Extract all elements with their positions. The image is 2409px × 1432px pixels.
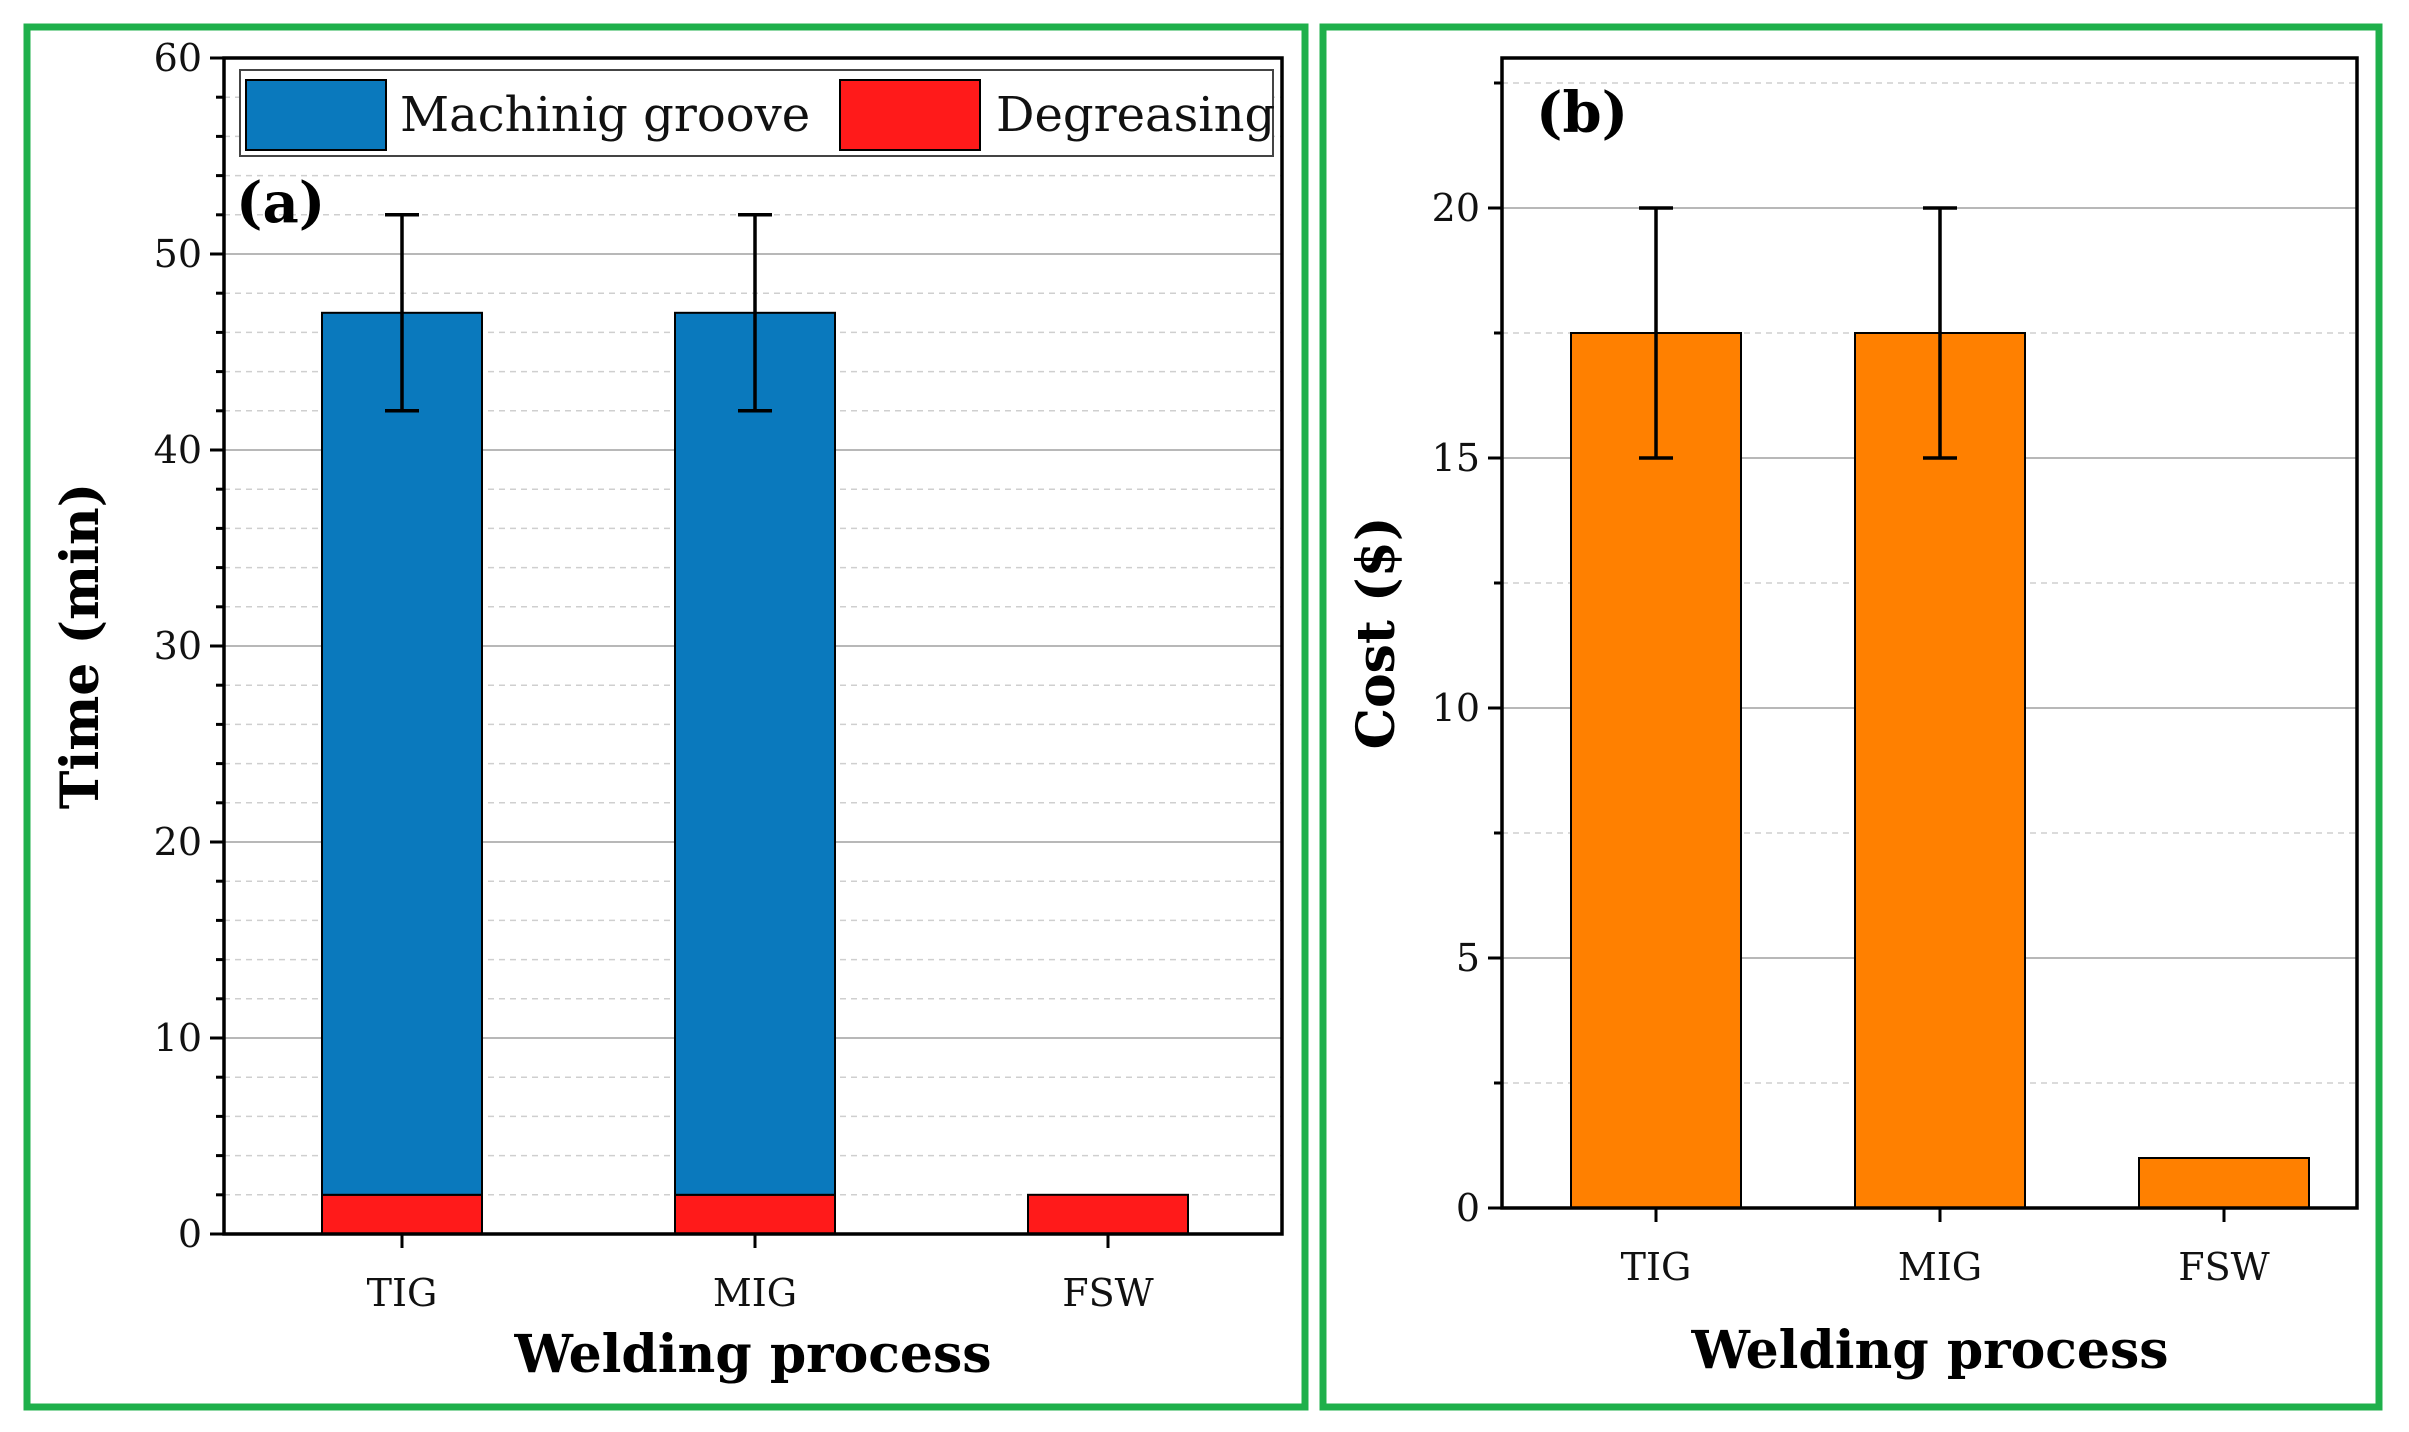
x-tick-label: FSW bbox=[1062, 1271, 1153, 1315]
y-tick-label: 15 bbox=[1432, 436, 1480, 480]
panel-b-x-tick-labels: TIG MIG FSW bbox=[1621, 1245, 2270, 1289]
panel-b-bars bbox=[1570, 332, 2310, 1209]
legend: Machinig groove Degreasing bbox=[239, 69, 1275, 157]
panel-a-bars bbox=[321, 311, 1189, 1236]
panel-b-error-bars bbox=[1639, 206, 1957, 460]
bar-machinig-groove-tig bbox=[321, 311, 483, 1196]
panel-a-x-axis-title: Welding process bbox=[513, 1324, 991, 1385]
y-tick-label: 5 bbox=[1456, 936, 1480, 980]
y-tick-label: 10 bbox=[1432, 686, 1480, 730]
y-tick-label: 40 bbox=[154, 428, 202, 472]
error-bar-tig bbox=[385, 213, 419, 413]
y-tick-label: 0 bbox=[1456, 1186, 1480, 1230]
legend-box bbox=[239, 69, 1274, 157]
y-tick-label: 0 bbox=[178, 1212, 202, 1256]
legend-swatch-machining-groove bbox=[245, 79, 387, 151]
panel-b-frame bbox=[1319, 23, 2383, 1411]
y-tick-label: 60 bbox=[154, 36, 202, 80]
legend-label-degreasing: Degreasing bbox=[996, 87, 1275, 143]
y-tick-label: 20 bbox=[1432, 186, 1480, 230]
error-bar-tig bbox=[1639, 206, 1673, 460]
x-tick-label: MIG bbox=[1898, 1245, 1982, 1289]
y-tick-label: 20 bbox=[154, 820, 202, 864]
bar-cost-fsw bbox=[2138, 1157, 2310, 1209]
bar-machinig-groove-mig bbox=[674, 311, 836, 1196]
bar-cost-mig bbox=[1854, 332, 2026, 1209]
panel-a-y-tick-labels: 0 10 20 30 40 50 60 bbox=[154, 36, 202, 1256]
panel-a-x-tick-labels: TIG MIG FSW bbox=[367, 1271, 1154, 1315]
panel-b-y-axis-title: Cost ($) bbox=[1346, 517, 1407, 750]
bar-cost-tig bbox=[1570, 332, 1742, 1209]
panel-b-axes bbox=[1500, 56, 2359, 1210]
panel-b-label: (b) bbox=[1536, 80, 1628, 146]
bar-degreasing-mig bbox=[674, 1193, 836, 1236]
panel-a-axes bbox=[222, 56, 1284, 1236]
error-bar-mig bbox=[738, 213, 772, 413]
panel-a-error-bars bbox=[385, 213, 772, 413]
y-tick-label: 30 bbox=[154, 624, 202, 668]
x-tick-label: TIG bbox=[367, 1271, 438, 1315]
y-tick-label: 10 bbox=[154, 1016, 202, 1060]
panel-b-y-tick-labels: 0 5 10 15 20 bbox=[1432, 186, 1480, 1230]
bar-degreasing-fsw bbox=[1027, 1193, 1189, 1236]
legend-label-machining-groove: Machinig groove bbox=[400, 87, 810, 143]
panel-a-frame bbox=[23, 23, 1309, 1411]
bar-degreasing-tig bbox=[321, 1193, 483, 1236]
panel-b-ticks bbox=[1488, 81, 2226, 1222]
x-tick-label: FSW bbox=[2178, 1245, 2269, 1289]
x-tick-label: MIG bbox=[713, 1271, 797, 1315]
legend-swatch-degreasing bbox=[839, 79, 981, 151]
panel-a-y-axis-title: Time (min) bbox=[50, 483, 111, 809]
x-tick-label: TIG bbox=[1621, 1245, 1692, 1289]
panel-b-x-axis-title: Welding process bbox=[1690, 1320, 2168, 1381]
y-tick-label: 50 bbox=[154, 232, 202, 276]
panel-a-label: (a) bbox=[236, 170, 325, 236]
error-bar-mig bbox=[1923, 206, 1957, 460]
